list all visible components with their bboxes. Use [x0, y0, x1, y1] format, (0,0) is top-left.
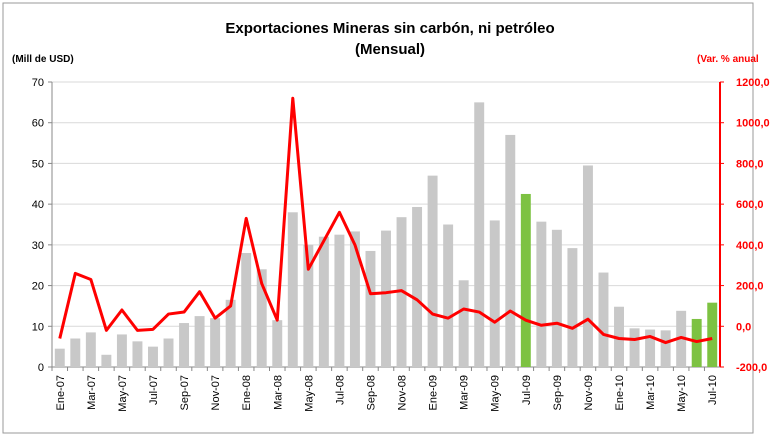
bar [318, 236, 329, 367]
bar [225, 299, 236, 367]
bar [520, 193, 531, 367]
y-tick-label: 20 [32, 281, 44, 293]
x-tick-label: May-08 [303, 375, 315, 412]
bar [194, 316, 205, 367]
y2-tick-label: 1200,0 [736, 77, 770, 89]
bar [381, 230, 391, 367]
x-tick-label: Jul-09 [521, 375, 533, 405]
y2-tick-label: 400,0 [736, 240, 764, 252]
bar [334, 234, 345, 367]
y-tick-label: 30 [32, 240, 44, 252]
bar [598, 272, 609, 367]
bar [116, 334, 127, 367]
bar [707, 302, 718, 367]
y2-tick-label: 200,0 [736, 281, 764, 293]
y-tick-label: 70 [32, 77, 44, 89]
x-tick-label: Mar-07 [86, 375, 98, 410]
bar [474, 102, 485, 367]
x-tick-label: Jul-10 [707, 375, 719, 405]
x-tick-label: Mar-09 [459, 375, 471, 410]
bar [427, 175, 438, 367]
bar [132, 341, 143, 367]
bar [567, 248, 578, 367]
bar [645, 329, 656, 367]
x-tick-label: May-09 [490, 375, 502, 412]
bar [443, 224, 454, 367]
bar [241, 253, 252, 367]
bar [458, 280, 469, 367]
x-tick-label: May-10 [676, 375, 688, 412]
y-tick-label: 0 [38, 362, 44, 374]
y-tick-label: 50 [32, 158, 44, 170]
y2-tick-label: -200,0 [736, 362, 767, 374]
x-tick-label: Mar-10 [645, 375, 657, 410]
bar [505, 134, 516, 367]
bar [660, 330, 671, 367]
bar [349, 231, 360, 367]
bar [70, 338, 81, 367]
x-tick-label: Ene-09 [428, 375, 440, 410]
y2-tick-label: 0,0 [736, 321, 751, 333]
x-tick-label: Ene-07 [55, 375, 67, 410]
bar [54, 348, 65, 367]
bar [85, 332, 96, 367]
y-tick-label: 10 [32, 321, 44, 333]
bar [179, 323, 190, 367]
y2-tick-label: 1000,0 [736, 118, 770, 130]
bar [101, 354, 112, 367]
bar [551, 229, 562, 367]
x-tick-label: May-07 [117, 375, 129, 412]
bar [210, 318, 221, 367]
chart-subtitle: (Mensual) [355, 41, 425, 58]
chart-border [2, 2, 754, 434]
bar [163, 338, 174, 367]
x-tick-label: Jul-08 [334, 375, 346, 405]
y2-tick-label: 600,0 [736, 199, 764, 211]
x-tick-label: Jul-07 [148, 375, 160, 405]
bar [148, 346, 158, 367]
y-tick-label: 60 [32, 118, 44, 130]
bar [489, 220, 500, 367]
y2-tick-label: 800,0 [736, 158, 764, 170]
x-tick-label: Ene-10 [614, 375, 626, 410]
x-tick-label: Nov-07 [210, 375, 222, 410]
x-tick-label: Sep-07 [179, 375, 191, 410]
bar [272, 320, 283, 367]
x-tick-label: Mar-08 [272, 375, 284, 410]
x-tick-label: Sep-09 [552, 375, 564, 410]
bar [303, 244, 314, 367]
bar [256, 269, 267, 367]
bar [365, 250, 376, 367]
bar [287, 212, 298, 367]
chart-title: Exportaciones Mineras sin carbón, ni pet… [225, 20, 554, 37]
bar [614, 306, 624, 367]
bar [536, 221, 547, 367]
y-axis-label: (Mill de USD) [12, 54, 74, 65]
y-tick-label: 40 [32, 199, 44, 211]
x-tick-label: Sep-08 [365, 375, 377, 410]
bar [582, 165, 593, 367]
bar [629, 328, 640, 367]
y2-axis-label: (Var. % anual [697, 54, 759, 65]
line [58, 96, 713, 345]
x-tick-label: Nov-08 [397, 375, 409, 410]
bar [412, 206, 423, 367]
x-tick-label: Ene-08 [241, 375, 253, 410]
x-tick-label: Nov-09 [583, 375, 595, 410]
